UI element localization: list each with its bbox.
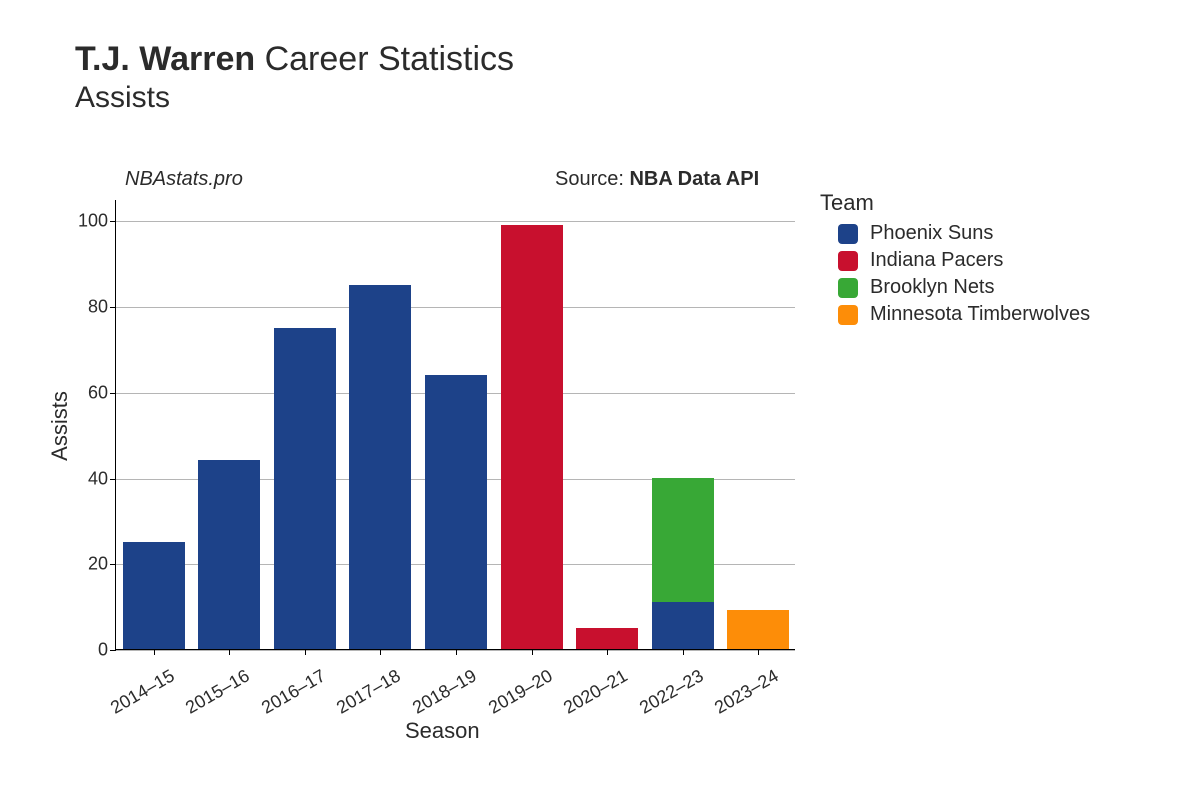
bar-segment	[274, 328, 336, 649]
y-tick-mark	[110, 650, 116, 651]
y-tick-label: 0	[98, 640, 108, 661]
legend-label: Brooklyn Nets	[870, 276, 995, 299]
source-name: NBA Data API	[629, 168, 759, 190]
legend-item: Minnesota Timberwolves	[820, 303, 1090, 326]
chart-title-block: T.J. Warren Career Statistics Assists	[75, 40, 514, 115]
bar	[349, 285, 411, 649]
legend-swatch	[838, 305, 858, 325]
y-tick-mark	[110, 564, 116, 565]
y-axis-title: Assists	[47, 391, 73, 461]
bar	[501, 225, 563, 649]
y-tick-label: 80	[88, 297, 108, 318]
chart-title-suffix: Career Statistics	[265, 40, 514, 78]
bar	[123, 542, 185, 649]
legend-item: Phoenix Suns	[820, 222, 1090, 245]
bar-segment	[727, 610, 789, 649]
x-tick-mark	[229, 649, 230, 655]
y-tick-label: 40	[88, 468, 108, 489]
legend-item: Indiana Pacers	[820, 249, 1090, 272]
bar-segment	[349, 285, 411, 649]
chart-title-player: T.J. Warren	[75, 40, 255, 78]
y-tick-label: 20	[88, 554, 108, 575]
chart-container: T.J. Warren Career Statistics Assists 02…	[0, 0, 1200, 800]
bar	[198, 460, 260, 649]
y-tick-label: 100	[78, 211, 108, 232]
bar-segment	[652, 478, 714, 602]
y-tick-mark	[110, 393, 116, 394]
y-tick-mark	[110, 307, 116, 308]
bar	[576, 628, 638, 649]
x-tick-mark	[607, 649, 608, 655]
legend-swatch	[838, 278, 858, 298]
legend: Team Phoenix Suns Indiana Pacers Brooklyn …	[820, 190, 1090, 330]
bar	[274, 328, 336, 649]
bar-segment	[198, 460, 260, 649]
legend-swatch	[838, 224, 858, 244]
chart-subtitle: Assists	[75, 81, 514, 115]
x-tick-mark	[380, 649, 381, 655]
x-tick-mark	[758, 649, 759, 655]
y-tick-mark	[110, 479, 116, 480]
bar-segment	[652, 602, 714, 649]
legend-item: Brooklyn Nets	[820, 276, 1090, 299]
bar	[652, 478, 714, 649]
x-tick-mark	[456, 649, 457, 655]
x-tick-mark	[154, 649, 155, 655]
source-prefix: Source:	[555, 168, 629, 190]
watermark-text: NBAstats.pro	[125, 168, 243, 191]
x-tick-mark	[305, 649, 306, 655]
legend-label: Minnesota Timberwolves	[870, 303, 1090, 326]
bar	[727, 610, 789, 649]
plot-area: 020406080100	[115, 200, 795, 650]
legend-label: Indiana Pacers	[870, 249, 1003, 272]
gridline	[116, 221, 795, 222]
legend-title: Team	[820, 190, 1090, 216]
gridline	[116, 307, 795, 308]
bar-segment	[501, 225, 563, 649]
y-tick-mark	[110, 221, 116, 222]
x-tick-mark	[532, 649, 533, 655]
bar-segment	[576, 628, 638, 649]
bar-segment	[123, 542, 185, 649]
legend-label: Phoenix Suns	[870, 222, 993, 245]
bar	[425, 375, 487, 649]
y-tick-label: 60	[88, 382, 108, 403]
bar-segment	[425, 375, 487, 649]
chart-title: T.J. Warren Career Statistics	[75, 40, 514, 79]
legend-swatch	[838, 251, 858, 271]
source-label: Source: NBA Data API	[555, 168, 759, 191]
x-tick-mark	[683, 649, 684, 655]
